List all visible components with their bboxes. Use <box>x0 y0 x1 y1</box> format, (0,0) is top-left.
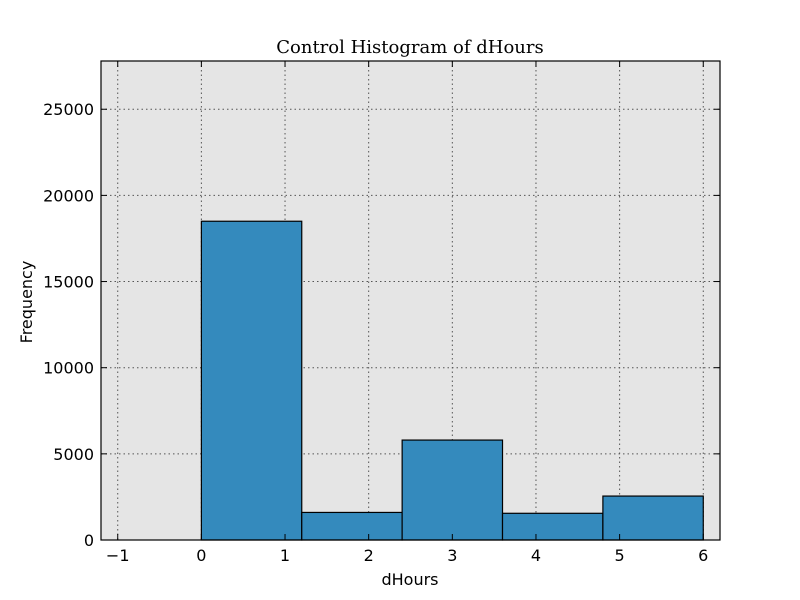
x-tick-label: 2 <box>364 546 374 565</box>
histogram-bar-5 <box>602 495 704 541</box>
x-tick-label: 4 <box>531 546 541 565</box>
chart-title: Control Histogram of dHours <box>276 37 543 58</box>
x-tick-labels: −1 0 1 2 3 4 5 6 <box>106 546 708 565</box>
y-tick-label: 20000 <box>43 186 94 205</box>
x-tick-label: 3 <box>447 546 457 565</box>
x-tick-label: 5 <box>615 546 625 565</box>
x-tick-label: 1 <box>280 546 290 565</box>
tick-marks <box>101 61 720 541</box>
x-tick-label: −1 <box>106 546 130 565</box>
histogram-bar-1 <box>200 220 303 541</box>
plot-frame <box>100 60 721 541</box>
y-tick-label: 0 <box>84 531 94 550</box>
x-axis-label: dHours <box>381 570 438 589</box>
y-tick-label: 15000 <box>43 273 94 292</box>
histogram-bar-4 <box>501 512 604 541</box>
y-axis-label: Frequency <box>17 261 36 344</box>
y-tick-label: 25000 <box>43 100 94 119</box>
y-tick-label: 5000 <box>53 445 94 464</box>
histogram-bar-2 <box>301 511 403 541</box>
y-tick-labels: 0 5000 10000 15000 20000 25000 <box>43 100 94 550</box>
x-tick-label: 6 <box>698 546 708 565</box>
y-tick-label: 10000 <box>43 359 94 378</box>
histogram-bar-3 <box>401 439 504 541</box>
x-tick-label: 0 <box>196 546 206 565</box>
